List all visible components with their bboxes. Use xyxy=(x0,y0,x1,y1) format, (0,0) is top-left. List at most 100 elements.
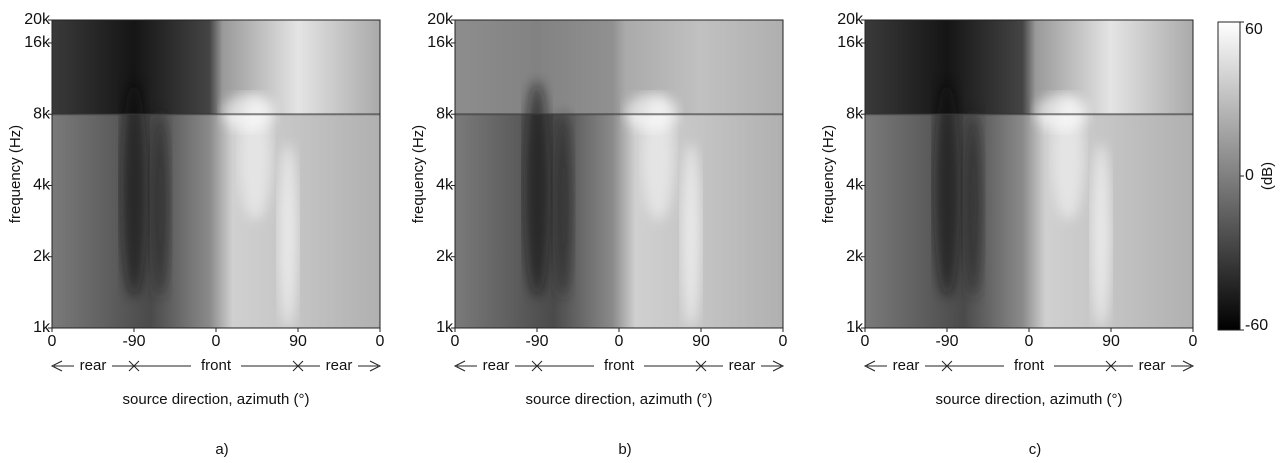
direction-label: rear xyxy=(1139,357,1166,374)
heatmap-streak xyxy=(933,81,961,298)
panel-caption: b) xyxy=(618,441,631,458)
panel-caption: c) xyxy=(1029,441,1042,458)
heatmap-streak xyxy=(523,81,551,298)
x-tick-label: -90 xyxy=(935,333,958,350)
cross-mark xyxy=(941,360,953,372)
x-tick-label: 0 xyxy=(48,333,57,350)
heatmap-streak xyxy=(681,143,701,328)
heatmap-streak xyxy=(278,143,298,328)
direction-label: front xyxy=(604,357,635,374)
x-tick-label: 0 xyxy=(1025,333,1034,350)
direction-label: rear xyxy=(326,357,353,374)
y-tick-label: 16k xyxy=(837,34,864,51)
heatmap-streak xyxy=(553,112,574,298)
direction-label: front xyxy=(201,357,232,374)
y-tick-label: 4k xyxy=(846,177,864,194)
x-tick-label: 0 xyxy=(779,333,788,350)
arrow-head xyxy=(453,360,466,372)
annotation-bg xyxy=(1133,357,1171,375)
heatmap-high xyxy=(865,20,1193,115)
x-tick-label: 90 xyxy=(1102,333,1120,350)
x-tick-label: 90 xyxy=(692,333,710,350)
y-tick-label: 8k xyxy=(846,105,864,122)
heatmap-streak xyxy=(222,93,276,131)
direction-label: rear xyxy=(80,357,107,374)
heatmap-low xyxy=(455,114,783,328)
heatmap-streak xyxy=(120,81,148,298)
x-tick-label: 0 xyxy=(376,333,385,350)
annotation-bg xyxy=(74,357,112,375)
colorbar-tick-label: 60 xyxy=(1245,21,1263,38)
y-tick-label: 2k xyxy=(436,248,454,265)
y-tick-label: 2k xyxy=(33,248,51,265)
x-axis-label: source direction, azimuth (°) xyxy=(936,391,1123,408)
y-tick-label: 20k xyxy=(837,11,864,28)
x-tick-label: 90 xyxy=(289,333,307,350)
arrow-head xyxy=(772,360,785,372)
y-tick-label: 1k xyxy=(846,319,864,336)
y-tick-label: 1k xyxy=(33,319,51,336)
annotation-bg xyxy=(887,357,925,375)
x-tick-label: -90 xyxy=(525,333,548,350)
annotation-bg xyxy=(723,357,761,375)
y-tick-label: 4k xyxy=(33,177,51,194)
y-tick-label: 2k xyxy=(846,248,864,265)
colorbar xyxy=(1217,21,1241,331)
x-tick-label: 0 xyxy=(1189,333,1198,350)
arrow-head xyxy=(369,360,382,372)
y-tick-label: 20k xyxy=(24,11,51,28)
arrow-head xyxy=(50,360,63,372)
panel-caption: a) xyxy=(215,441,228,458)
x-tick-label: 0 xyxy=(615,333,624,350)
annotation-bg xyxy=(477,357,515,375)
heatmap-image xyxy=(865,20,1193,328)
cross-mark xyxy=(1105,360,1117,372)
x-axis-label: source direction, azimuth (°) xyxy=(123,391,310,408)
cross-mark xyxy=(531,360,543,372)
x-tick-label: 0 xyxy=(451,333,460,350)
annotation-bg xyxy=(320,357,358,375)
y-tick-label: 4k xyxy=(436,177,454,194)
annotation-bg xyxy=(191,357,241,375)
heatmap-streak xyxy=(625,93,679,131)
direction-label: rear xyxy=(893,357,920,374)
colorbar-label: (dB) xyxy=(1259,162,1276,190)
heatmap-streak xyxy=(963,112,984,298)
heatmap-image xyxy=(52,20,380,328)
cross-mark xyxy=(695,360,707,372)
heatmap-image xyxy=(455,20,783,328)
heatmap-low xyxy=(52,114,380,328)
heatmap-high-tint xyxy=(455,20,783,115)
colorbar-tick-label: 0 xyxy=(1245,167,1254,184)
y-tick-label: 8k xyxy=(33,105,51,122)
y-tick-label: 16k xyxy=(24,34,51,51)
x-axis-label: source direction, azimuth (°) xyxy=(526,391,713,408)
annotation-bg xyxy=(594,357,644,375)
heatmap-high xyxy=(455,20,783,115)
direction-label: rear xyxy=(729,357,756,374)
cross-mark xyxy=(292,360,304,372)
direction-label: rear xyxy=(483,357,510,374)
y-axis-label: frequency (Hz) xyxy=(410,125,427,223)
cross-mark xyxy=(128,360,140,372)
heatmap-low xyxy=(865,114,1193,328)
heatmap-streak xyxy=(1091,143,1112,328)
y-tick-label: 16k xyxy=(427,34,454,51)
arrow-head xyxy=(863,360,876,372)
heatmap-high xyxy=(52,20,380,115)
x-tick-label: 0 xyxy=(861,333,870,350)
arrow-head xyxy=(1182,360,1195,372)
heatmap-streak xyxy=(1035,93,1089,131)
annotation-bg xyxy=(1004,357,1054,375)
heatmap-streak xyxy=(150,112,171,298)
x-tick-label: -90 xyxy=(122,333,145,350)
y-axis-label: frequency (Hz) xyxy=(820,125,837,223)
y-tick-label: 1k xyxy=(436,319,454,336)
y-tick-label: 20k xyxy=(427,11,454,28)
x-tick-label: 0 xyxy=(212,333,221,350)
direction-label: front xyxy=(1014,357,1045,374)
colorbar-tick-label: -60 xyxy=(1245,317,1268,334)
y-axis-label: frequency (Hz) xyxy=(7,125,24,223)
y-tick-label: 8k xyxy=(436,105,454,122)
